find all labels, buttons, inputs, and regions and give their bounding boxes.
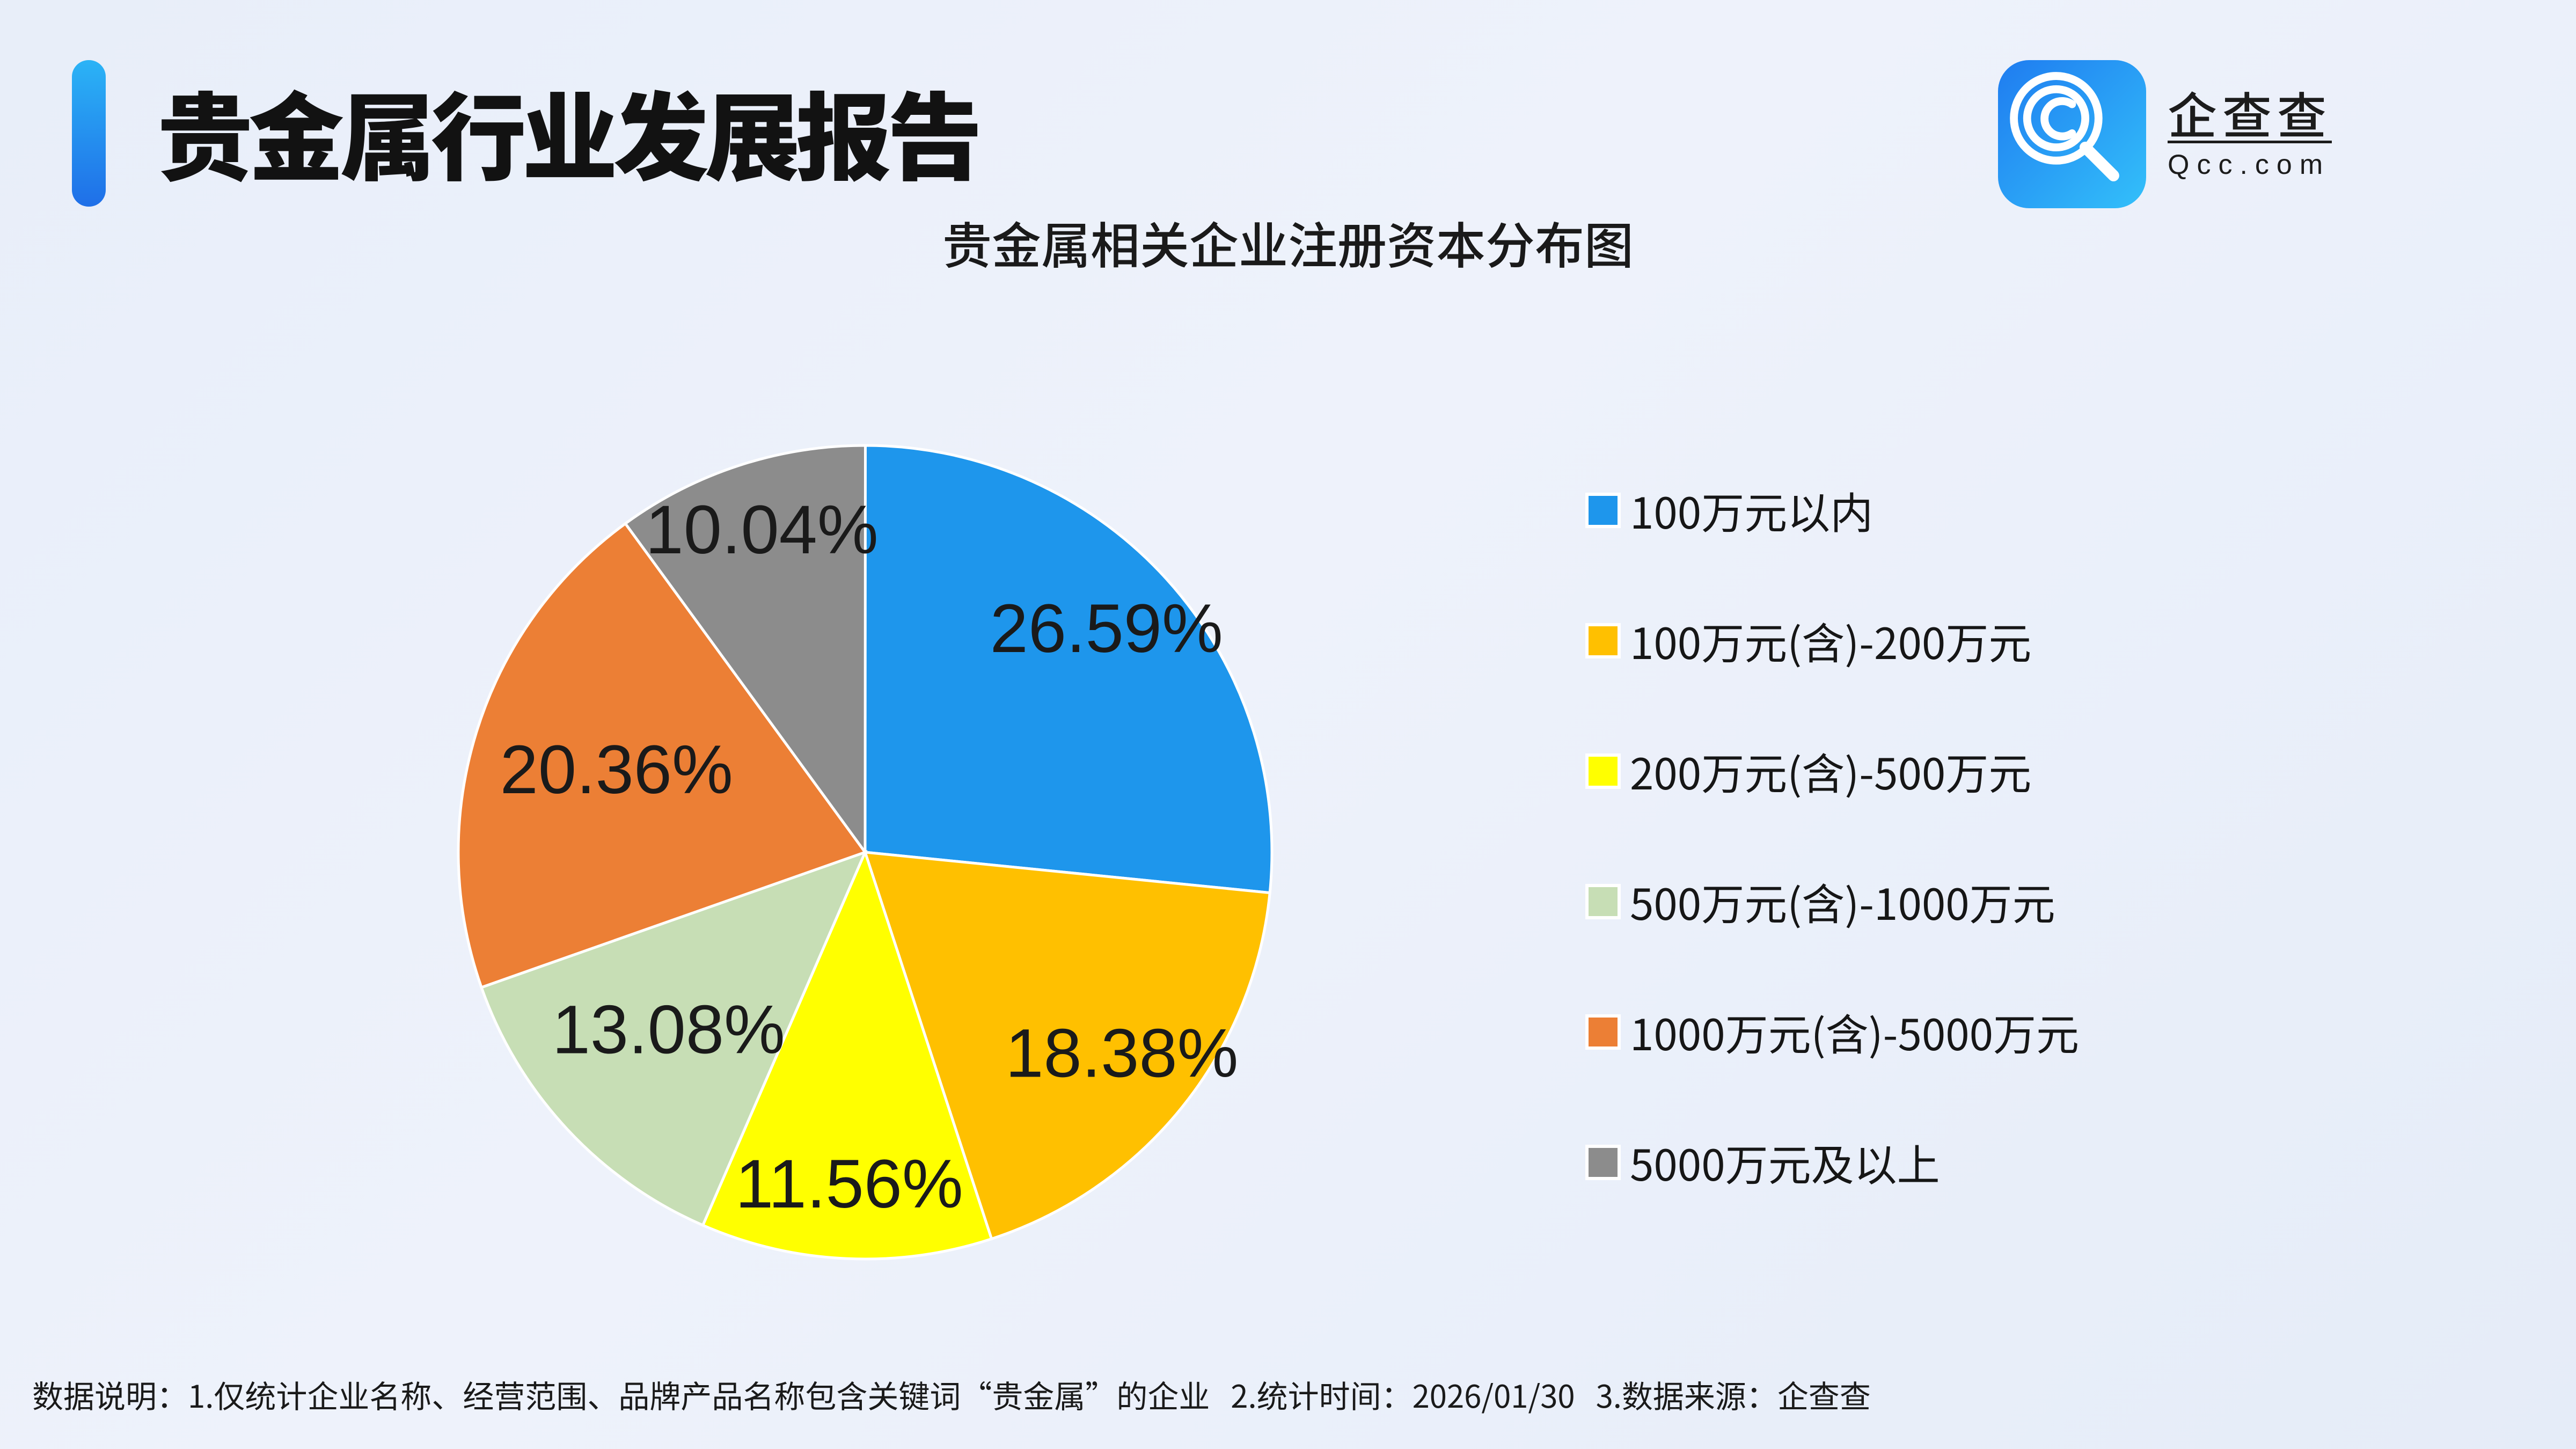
svg-text:20.36%: 20.36% — [500, 731, 733, 808]
svg-text:10.04%: 10.04% — [646, 492, 879, 568]
svg-text:26.59%: 26.59% — [990, 590, 1223, 667]
svg-text:18.38%: 18.38% — [1005, 1015, 1238, 1092]
svg-text:13.08%: 13.08% — [552, 992, 785, 1069]
svg-text:11.56%: 11.56% — [735, 1146, 963, 1223]
